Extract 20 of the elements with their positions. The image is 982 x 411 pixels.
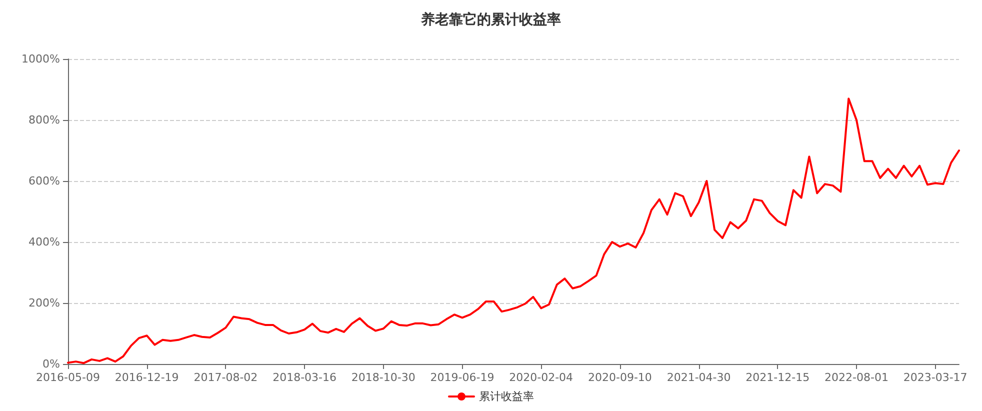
y-tick-label: 1000% — [22, 52, 60, 66]
x-tick-label: 2021-04-30 — [666, 371, 731, 384]
x-tick-label: 2019-06-19 — [430, 371, 494, 384]
x-tick-label: 2023-03-17 — [903, 371, 968, 384]
y-tick-label: 800% — [28, 114, 60, 126]
x-tick-label: 2016-05-09 — [36, 371, 100, 384]
x-tick-label: 2018-10-30 — [351, 371, 416, 384]
x-tick-label: 2017-08-02 — [194, 371, 258, 384]
y-tick-label: 200% — [28, 296, 60, 310]
x-tick-label: 2018-03-16 — [272, 371, 337, 384]
legend-label: 累计收益率 — [479, 390, 534, 403]
y-tick-label: 600% — [28, 174, 60, 188]
y-tick-label: 400% — [28, 236, 60, 248]
x-tick-label: 2020-09-10 — [588, 371, 652, 384]
x-tick-label: 2020-02-04 — [509, 371, 574, 384]
y-tick-label: 0% — [42, 358, 60, 370]
x-tick-label: 2022-08-01 — [824, 371, 888, 384]
chart-title: 养老靠它的累计收益率 — [420, 11, 561, 28]
x-tick-label: 2016-12-19 — [114, 371, 179, 384]
x-tick-label: 2021-12-15 — [746, 371, 810, 384]
